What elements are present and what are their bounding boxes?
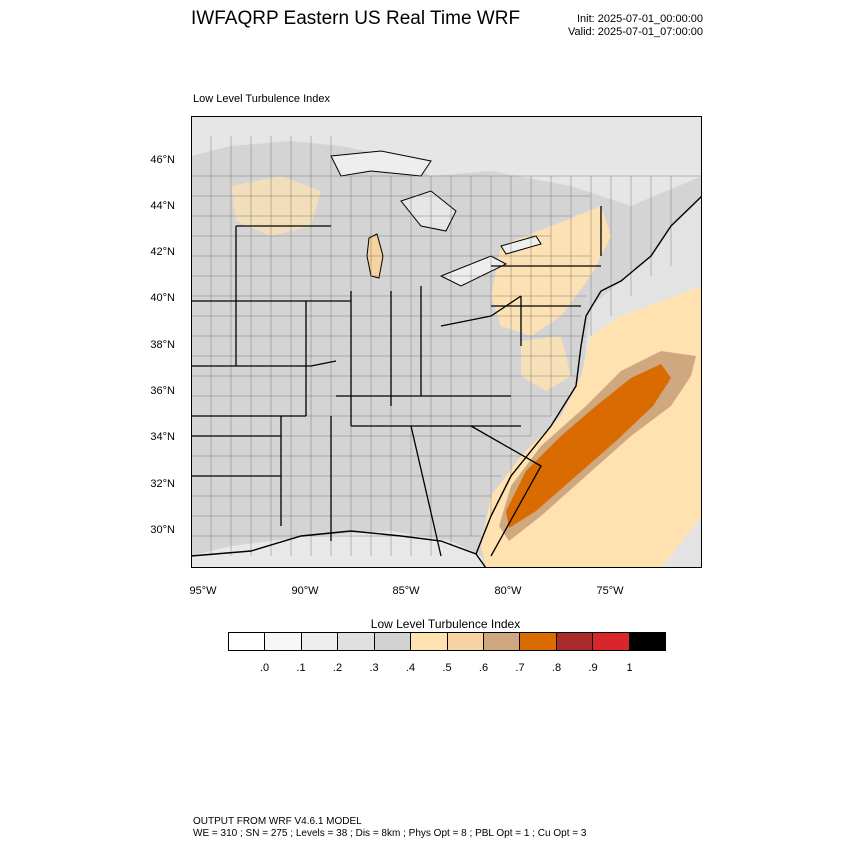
colorbar-label: .6 — [478, 662, 489, 674]
colorbar-label: .3 — [369, 662, 379, 674]
county-lines — [191, 136, 702, 556]
lat-label: 36°N — [150, 385, 175, 397]
colorbar-swatch — [338, 633, 375, 650]
lat-label: 44°N — [150, 200, 175, 212]
lake-erie — [439, 255, 508, 287]
lon-label: 90°W — [291, 585, 319, 597]
colorbar-label: .4 — [405, 662, 416, 674]
footer: OUTPUT FROM WRF V4.6.1 MODEL WE = 310 ; … — [193, 816, 586, 840]
colorbar-label: .2 — [332, 662, 343, 674]
colorbar-title: Low Level Turbulence Index — [370, 617, 521, 631]
colorbar-label: .0 — [259, 662, 270, 674]
ocean-high-shade — [506, 364, 671, 528]
midwest-shade — [231, 176, 321, 236]
canada-region — [191, 116, 702, 206]
main-title: IWFAQRP Eastern US Real Time WRF — [191, 8, 521, 29]
colorbar-swatch — [483, 633, 521, 650]
init-time: Init: 2025-07-01_00:00:00 — [577, 13, 703, 25]
lon-label: 95°W — [189, 585, 217, 597]
colorbar-swatch — [593, 633, 630, 650]
lat-label: 34°N — [150, 431, 175, 443]
lon-label: 80°W — [494, 585, 522, 597]
gulf-of-mexico — [191, 531, 486, 568]
colorbar-swatch — [374, 633, 412, 650]
coastline — [191, 195, 702, 568]
colorbar-label: .1 — [296, 662, 306, 674]
colorbar-label: .9 — [588, 662, 598, 674]
footer-config: WE = 310 ; SN = 275 ; Levels = 38 ; Dis … — [193, 828, 587, 839]
time-stamp: Init: 2025-07-01_00:00:00 Valid: 2025-07… — [568, 13, 703, 39]
colorbar-swatch — [411, 633, 448, 650]
colorbar-swatch — [520, 633, 557, 650]
lon-label: 75°W — [596, 585, 624, 597]
colorbar-swatch — [229, 633, 266, 650]
colorbar-swatch — [629, 633, 666, 650]
colorbar-label: .8 — [551, 662, 562, 674]
turbulence-map — [191, 116, 702, 568]
lat-label: 46°N — [150, 154, 175, 166]
colorbar-swatch — [265, 633, 302, 650]
lon-label: 85°W — [392, 585, 420, 597]
colorbar-label: 1 — [626, 662, 633, 674]
plot-subtitle: Low Level Turbulence Index — [193, 93, 330, 105]
lat-label: 42°N — [150, 246, 175, 258]
virginia-shade — [521, 336, 571, 391]
colorbar-swatch — [447, 633, 484, 650]
colorbar-label: .7 — [515, 662, 525, 674]
lat-label: 32°N — [150, 478, 175, 490]
lat-label: 30°N — [150, 524, 175, 536]
lat-label: 38°N — [150, 339, 175, 351]
valid-time: Valid: 2025-07-01_07:00:00 — [568, 26, 703, 38]
lat-label: 40°N — [150, 292, 175, 304]
state-boundaries — [191, 206, 602, 557]
colorbar-label: .5 — [442, 662, 452, 674]
map-border — [191, 116, 702, 568]
footer-model: OUTPUT FROM WRF V4.6.1 MODEL — [193, 816, 362, 827]
colorbar-swatch — [556, 633, 594, 650]
colorbar — [228, 632, 666, 651]
colorbar-swatch — [301, 633, 339, 650]
